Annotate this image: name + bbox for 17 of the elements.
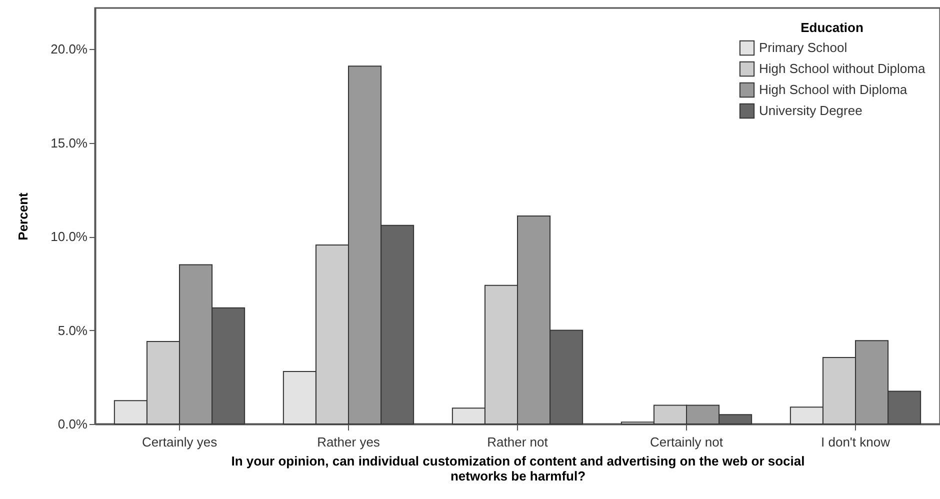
y-tick-label: 15.0% bbox=[50, 135, 88, 150]
legend-title: Education bbox=[800, 20, 864, 35]
x-axis-title: In your opinion, can individual customization of content and advertising on the web or social networks be harmful? bbox=[231, 454, 805, 484]
legend-label: University Degree bbox=[759, 103, 862, 118]
legend-label: High School without Diploma bbox=[759, 61, 926, 76]
y-tick-label: 10.0% bbox=[50, 229, 88, 244]
x-tick-label: Certainly not bbox=[650, 434, 724, 450]
y-tick-label: 5.0% bbox=[58, 322, 88, 338]
x-tick-label: Certainly yes bbox=[142, 434, 218, 450]
legend-label: Primary School bbox=[759, 40, 848, 55]
legend-label: High School with Diploma bbox=[759, 82, 908, 97]
y-tick-label: 0.0% bbox=[58, 416, 88, 432]
x-tick-label: Rather not bbox=[487, 434, 548, 450]
x-tick-label: Rather yes bbox=[317, 434, 380, 450]
x-tick-label: I don't know bbox=[821, 434, 891, 450]
y-tick-label: 20.0% bbox=[50, 42, 88, 57]
y-axis-title: Percent bbox=[16, 192, 31, 240]
